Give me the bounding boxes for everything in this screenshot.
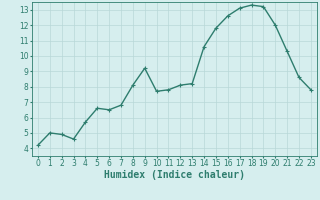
X-axis label: Humidex (Indice chaleur): Humidex (Indice chaleur) [104,170,245,180]
